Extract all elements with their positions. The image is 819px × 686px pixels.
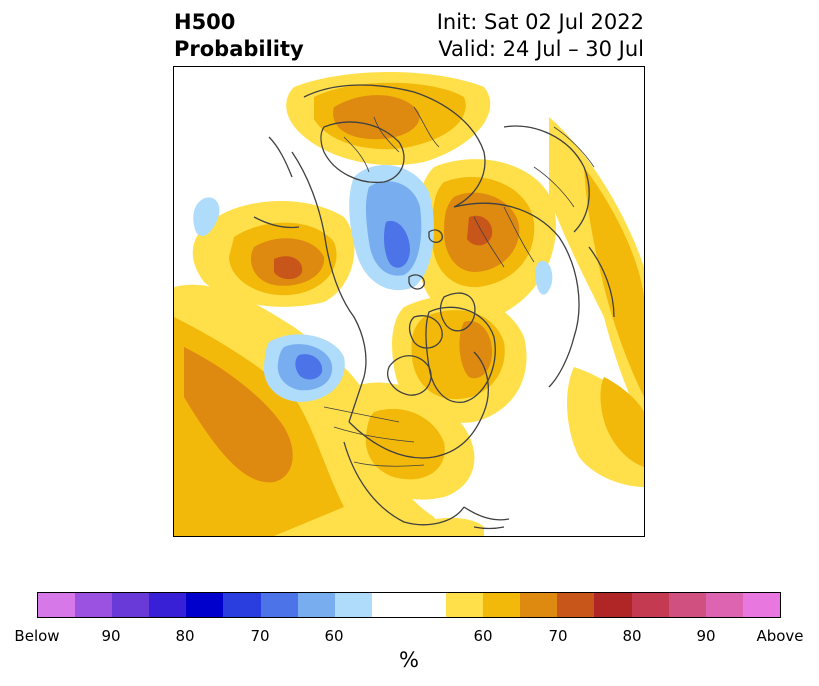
- colorbar-segment: [149, 593, 187, 617]
- colorbar-segment: [594, 593, 632, 617]
- colorbar-segment: [223, 593, 261, 617]
- colorbar-segment: [38, 593, 76, 617]
- colorbar-segment: [557, 593, 595, 617]
- legend-label-above-60: 60: [473, 627, 493, 645]
- legend-label-below-80: 80: [175, 627, 195, 645]
- colorbar-segment: [260, 593, 298, 617]
- colorbar-segment: [742, 593, 780, 617]
- legend-label-above-70: 70: [548, 627, 568, 645]
- colorbar-segment: [446, 593, 484, 617]
- legend-label-below-90: 90: [101, 627, 121, 645]
- colorbar-segment: [75, 593, 113, 617]
- product-label: H500: [174, 10, 236, 34]
- date-info: Init: Sat 02 Jul 2022 Valid: 24 Jul – 30…: [437, 9, 644, 63]
- colorbar-segment: [186, 593, 224, 617]
- legend-label-above-80: 80: [622, 627, 642, 645]
- land-outlines: [253, 84, 615, 530]
- subtitle-label: Probability: [174, 37, 304, 61]
- map-canvas: [174, 67, 644, 536]
- colorbar-segment: [631, 593, 669, 617]
- below-normal-shading: [193, 165, 553, 402]
- colorbar-segment: [112, 593, 150, 617]
- legend-label-above: Above: [756, 627, 804, 645]
- above-normal-shading: [174, 72, 644, 536]
- colorbar-segment: [297, 593, 335, 617]
- probability-map: [173, 66, 645, 537]
- init-date: Init: Sat 02 Jul 2022: [436, 10, 644, 34]
- colorbar-segment: [371, 593, 409, 617]
- colorbar-segment: [705, 593, 743, 617]
- colorbar-segment: [668, 593, 706, 617]
- legend-label-below: Below: [14, 627, 60, 645]
- color-legend: [37, 592, 781, 618]
- legend-label-below-70: 70: [250, 627, 270, 645]
- legend-unit: %: [399, 648, 419, 672]
- colorbar-segment: [520, 593, 558, 617]
- legend-label-below-60: 60: [324, 627, 344, 645]
- valid-range: Valid: 24 Jul – 30 Jul: [438, 37, 644, 61]
- map-title: H500 Probability: [174, 9, 304, 63]
- colorbar-segment: [408, 593, 447, 617]
- legend-label-above-90: 90: [696, 627, 716, 645]
- colorbar-segment: [483, 593, 521, 617]
- colorbar-segment: [334, 593, 372, 617]
